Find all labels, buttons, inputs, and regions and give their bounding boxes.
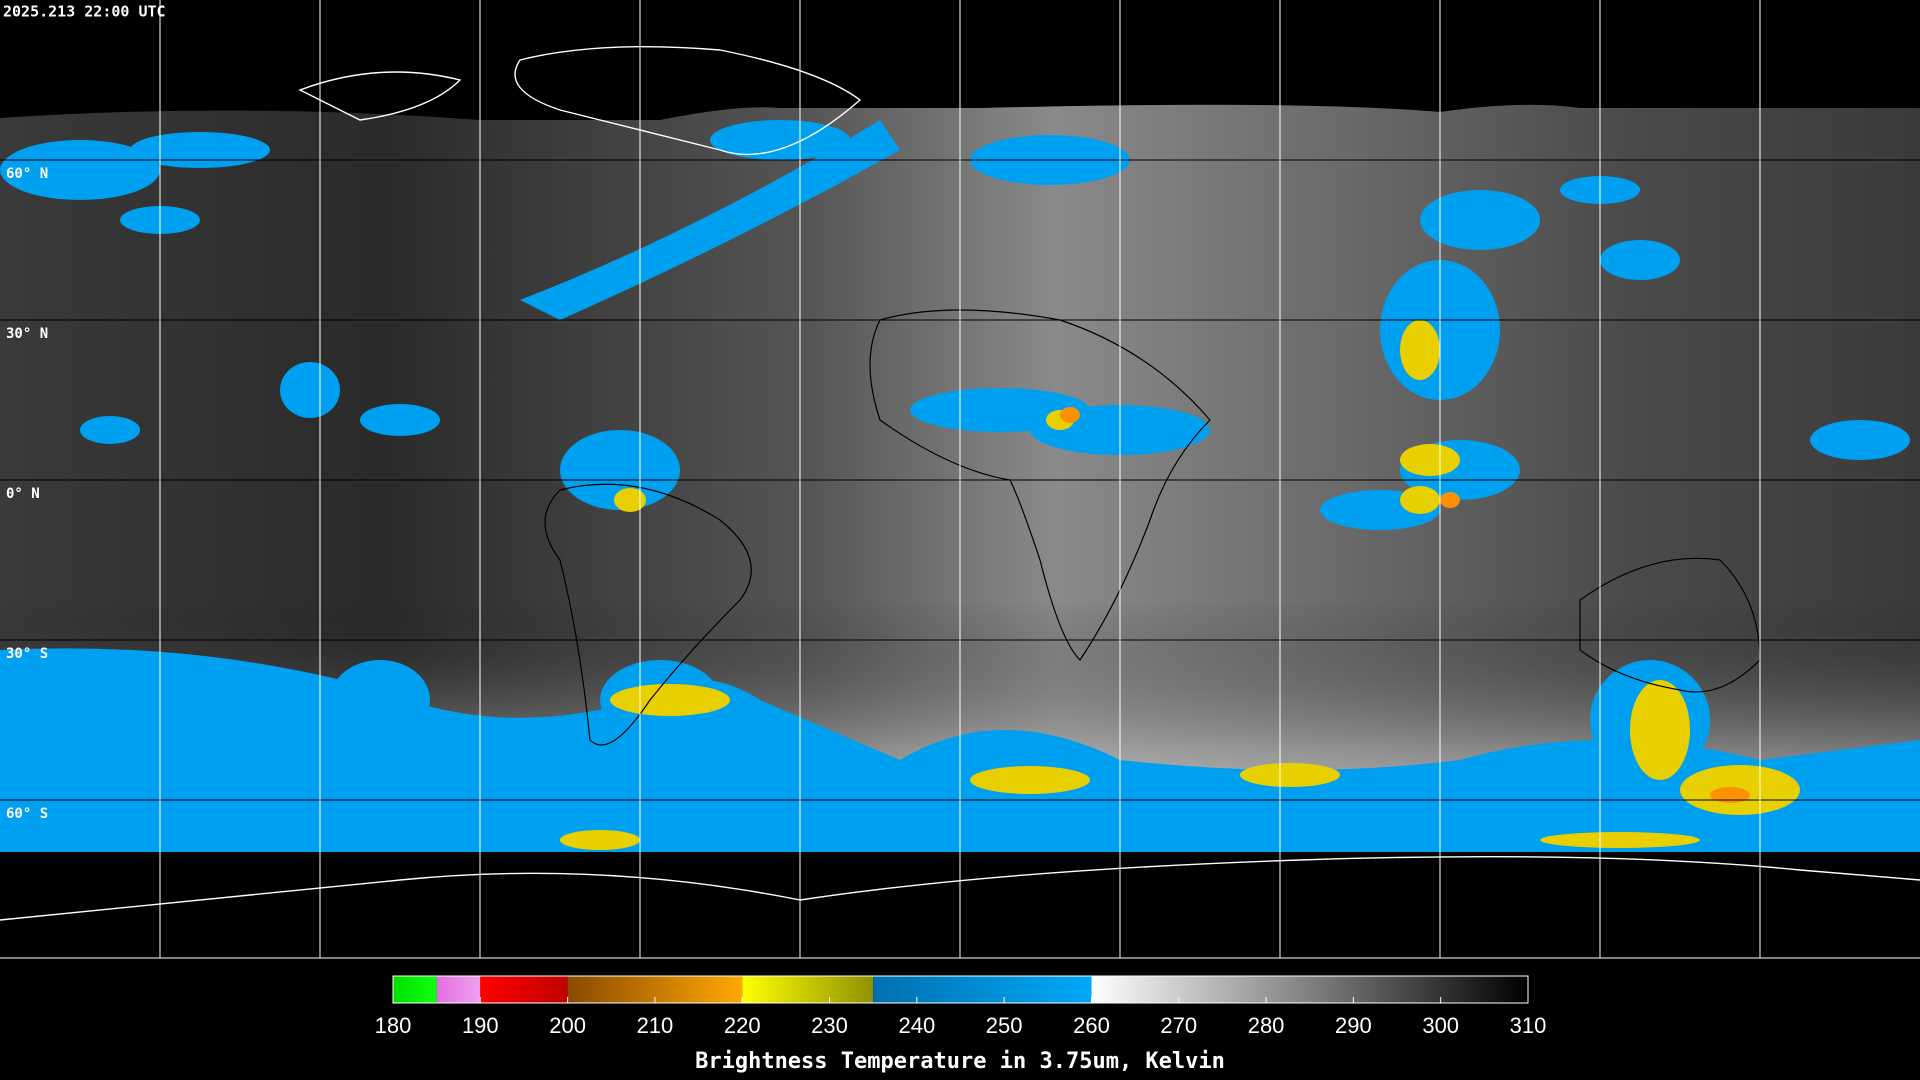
latitude-label: 60° N bbox=[6, 166, 48, 182]
latitude-label: 60° S bbox=[6, 806, 48, 822]
colorbar-tick-label: 280 bbox=[1248, 1013, 1285, 1038]
colorbar-tick-label: 210 bbox=[637, 1013, 674, 1038]
timestamp: 2025.213 22:00 UTC bbox=[3, 3, 166, 21]
latitude-label: 0° N bbox=[6, 486, 40, 502]
colorbar-tick-label: 180 bbox=[375, 1013, 412, 1038]
colorbar-tick-label: 220 bbox=[724, 1013, 761, 1038]
latitude-label: 30° N bbox=[6, 326, 48, 342]
colorbar-segment bbox=[873, 976, 1092, 1003]
latitude-label: 30° S bbox=[6, 646, 48, 662]
colorbar-frame bbox=[392, 975, 1529, 1004]
colorbar-segment bbox=[480, 976, 568, 1003]
colorbar-tick-label: 290 bbox=[1335, 1013, 1372, 1038]
colorbar-segment bbox=[393, 976, 437, 1003]
colorbar-tick-label: 310 bbox=[1510, 1013, 1547, 1038]
colorbar-segment bbox=[742, 976, 874, 1003]
colorbar: 180 190 200 210 220 230 240 250 260 270 280 290 300 3… bbox=[375, 975, 1547, 1038]
colorbar-tick-label: 200 bbox=[549, 1013, 586, 1038]
colorbar-tick-label: 270 bbox=[1160, 1013, 1197, 1038]
colorbar-title: Brightness Temperature in 3.75um, Kelvin bbox=[695, 1049, 1225, 1074]
colorbar-tick-label: 260 bbox=[1073, 1013, 1110, 1038]
longitude-grid bbox=[159, 0, 1761, 958]
polar-coastlines bbox=[0, 45, 1920, 921]
colorbar-tick-label: 190 bbox=[462, 1013, 499, 1038]
colorbar-tick-label: 230 bbox=[811, 1013, 848, 1038]
colorbar-tick-label: 240 bbox=[898, 1013, 935, 1038]
colorbar-segment bbox=[1091, 976, 1528, 1003]
colorbar-segment bbox=[436, 976, 481, 1003]
colorbar-tick-label: 300 bbox=[1422, 1013, 1459, 1038]
colorbar-tick-label: 250 bbox=[986, 1013, 1023, 1038]
